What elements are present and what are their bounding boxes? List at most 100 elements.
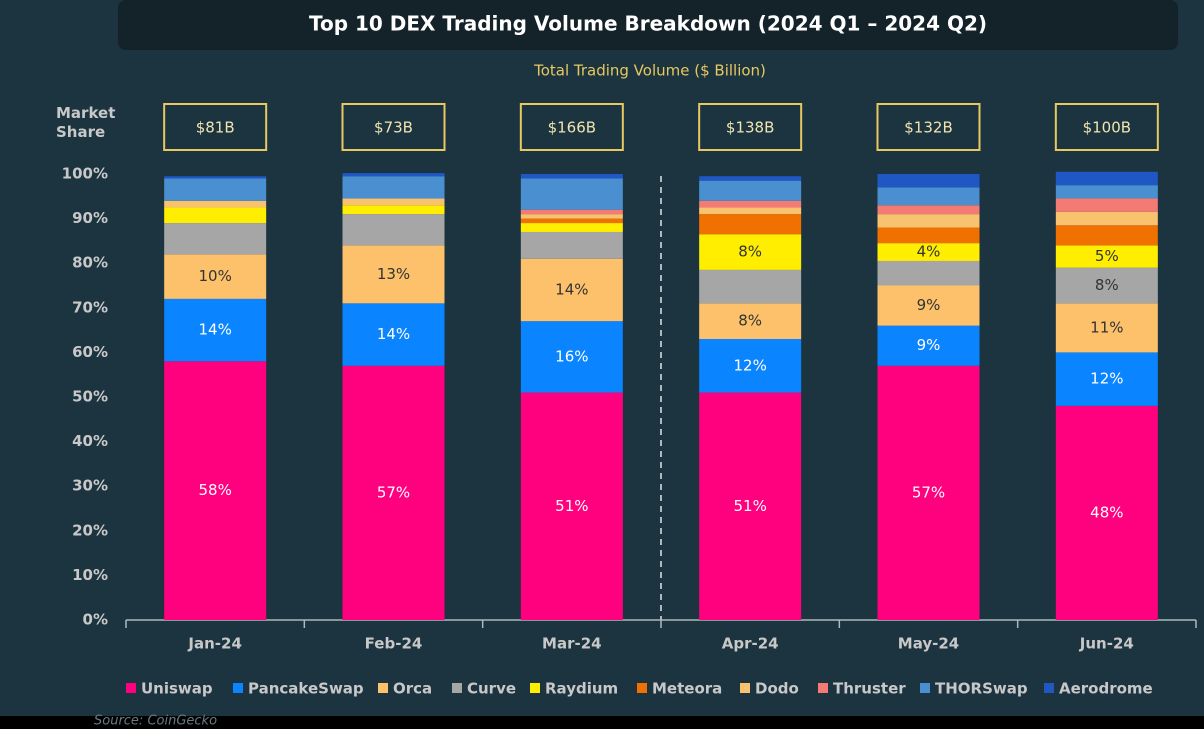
data-label: 57%	[912, 483, 945, 501]
data-label: 58%	[198, 481, 231, 499]
total-box	[519, 103, 624, 151]
bar-segment	[520, 174, 623, 179]
bar-segment	[699, 176, 802, 181]
bar-segment	[1055, 267, 1158, 304]
bar-segment	[877, 205, 980, 215]
data-label: 9%	[917, 296, 941, 314]
bar-segment	[877, 285, 980, 326]
legend-swatch	[378, 683, 388, 693]
bar-segment	[699, 214, 802, 235]
total-box	[163, 103, 268, 151]
bar-segment	[342, 205, 445, 215]
y-tick-label: 100%	[62, 165, 108, 183]
total-label: $73B	[374, 119, 413, 137]
data-label: 14%	[555, 280, 588, 298]
bar-segment	[164, 207, 267, 224]
y-label-box: Market Share	[56, 104, 116, 141]
data-label: 9%	[917, 336, 941, 354]
x-tick-label: May-24	[898, 635, 959, 653]
total-label: $81B	[196, 119, 235, 137]
bar-segment	[164, 361, 267, 620]
legend-swatch	[740, 683, 750, 693]
legend-swatch	[637, 683, 647, 693]
legend-label: Meteora	[652, 680, 722, 698]
bar-segment	[520, 218, 623, 224]
bar-segment	[877, 243, 980, 261]
bar-segment	[1055, 225, 1158, 246]
data-label: 4%	[917, 243, 941, 261]
bar-segment	[520, 178, 623, 210]
legend-swatch	[452, 683, 462, 693]
total-label: $132B	[904, 119, 952, 137]
total-box	[341, 103, 446, 151]
y-tick-label: 60%	[72, 343, 108, 361]
bar-segment	[164, 254, 267, 299]
bar-segment	[520, 231, 623, 259]
legend-swatch	[530, 683, 540, 693]
data-label: 12%	[1090, 370, 1123, 388]
bar-segment	[1055, 352, 1158, 406]
data-label: 12%	[733, 356, 766, 374]
total-label: $100B	[1083, 119, 1131, 137]
subtitle: Total Trading Volume ($ Billion)	[533, 62, 766, 80]
bar-segment	[699, 200, 802, 208]
title-bar	[118, 0, 1178, 50]
legend-label: Orca	[393, 680, 432, 698]
data-label: 14%	[377, 325, 410, 343]
bar-segment	[520, 321, 623, 393]
bar-segment	[520, 209, 623, 215]
total-box	[876, 103, 981, 151]
bar-segment	[520, 392, 623, 620]
data-label: 8%	[738, 243, 762, 261]
data-label: 8%	[738, 312, 762, 330]
x-tick-label: Apr-24	[722, 635, 779, 653]
bar-segment	[1055, 211, 1158, 226]
bar-segment	[877, 214, 980, 228]
data-label: 11%	[1090, 318, 1123, 336]
y-tick-label: 50%	[72, 388, 108, 406]
legend-label: Curve	[467, 680, 516, 698]
legend-label: Uniswap	[141, 680, 213, 698]
bar-segment	[342, 303, 445, 366]
total-label: $138B	[726, 119, 774, 137]
bar-segment	[520, 258, 623, 322]
y-tick-label: 0%	[83, 611, 108, 629]
legend-label: Raydium	[545, 680, 618, 698]
data-label: 16%	[555, 347, 588, 365]
bar-segment	[164, 200, 267, 208]
data-label: 51%	[733, 497, 766, 515]
legend-swatch	[233, 683, 243, 693]
bar-segment	[699, 339, 802, 393]
x-tick-label: Feb-24	[365, 635, 423, 653]
bar-segment	[699, 269, 802, 304]
data-label: 48%	[1090, 503, 1123, 521]
y-axis-label: Market Share	[56, 104, 116, 141]
data-label: 8%	[1095, 276, 1119, 294]
y-tick-label: 40%	[72, 432, 108, 450]
bar-segment	[342, 245, 445, 304]
bar-segment	[699, 234, 802, 270]
bar-segment	[877, 174, 980, 188]
legend-swatch	[126, 683, 136, 693]
data-label: 57%	[377, 483, 410, 501]
bar-segment	[877, 260, 980, 286]
total-box	[698, 103, 803, 151]
bar-segment	[342, 173, 445, 177]
bar-segment	[520, 223, 623, 232]
bar-segment	[164, 176, 267, 179]
bar-segment	[1055, 198, 1158, 212]
bar-segment	[164, 178, 267, 201]
bar-segment	[1055, 245, 1158, 268]
bar-segment	[1055, 405, 1158, 620]
y-tick-label: 20%	[72, 521, 108, 539]
legend-swatch	[920, 683, 930, 693]
y-tick-label: 30%	[72, 477, 108, 495]
bar-segment	[342, 365, 445, 620]
legend-label: Aerodrome	[1059, 680, 1153, 698]
bar-segment	[520, 214, 623, 219]
bottom-strip	[0, 716, 1204, 729]
y-tick-label: 80%	[72, 254, 108, 272]
bar-segment	[699, 207, 802, 215]
chart-title: Top 10 DEX Trading Volume Breakdown (202…	[309, 12, 987, 36]
